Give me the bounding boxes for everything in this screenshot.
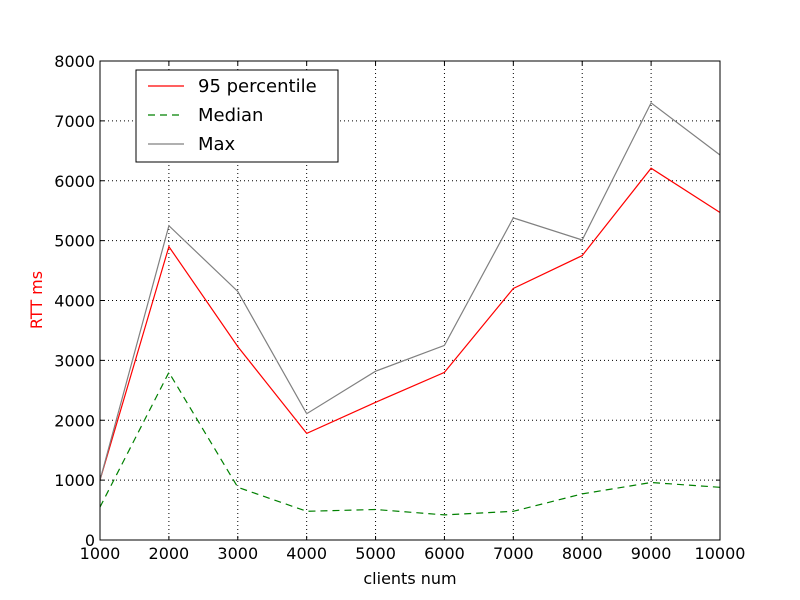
x-tick-label: 4000 <box>286 544 327 563</box>
y-tick-label: 1000 <box>54 471 95 490</box>
y-tick-label: 8000 <box>54 52 95 71</box>
y-tick-label: 5000 <box>54 232 95 251</box>
grid <box>100 61 720 540</box>
x-tick-label: 1000 <box>80 544 121 563</box>
x-tick-label: 6000 <box>424 544 465 563</box>
x-tick-label: 3000 <box>217 544 258 563</box>
legend-box <box>135 69 339 163</box>
x-tick-label: 5000 <box>355 544 396 563</box>
y-tick-label: 7000 <box>54 112 95 131</box>
x-tick-label: 8000 <box>562 544 603 563</box>
legend: 95 percentile Median Max <box>135 69 339 163</box>
y-tick-label: 0 <box>85 531 95 550</box>
x-tick-label: 10000 <box>695 544 746 563</box>
x-axis-label: clients num <box>363 569 456 588</box>
series-line-max <box>99 101 721 481</box>
x-tick-label: 9000 <box>631 544 672 563</box>
legend-entry-label: 95 percentile <box>198 76 317 97</box>
legend-entry-label: Median <box>198 105 263 126</box>
y-tick-label: 6000 <box>54 172 95 191</box>
series-line-95-percentile <box>99 167 721 481</box>
x-tick-label: 2000 <box>149 544 190 563</box>
series-line-median <box>99 371 721 516</box>
x-tick-label: 7000 <box>493 544 534 563</box>
axis-ticks: 1000 2000 3000 4000 5000 6000 7000 8000 9000 1000… <box>54 52 745 563</box>
y-tick-label: 3000 <box>54 351 95 370</box>
y-tick-label: 2000 <box>54 411 95 430</box>
y-tick-label: 4000 <box>54 292 95 311</box>
series-lines <box>99 101 721 516</box>
legend-entry-label: Max <box>198 134 236 155</box>
y-axis-label: RTT ms <box>27 271 46 329</box>
